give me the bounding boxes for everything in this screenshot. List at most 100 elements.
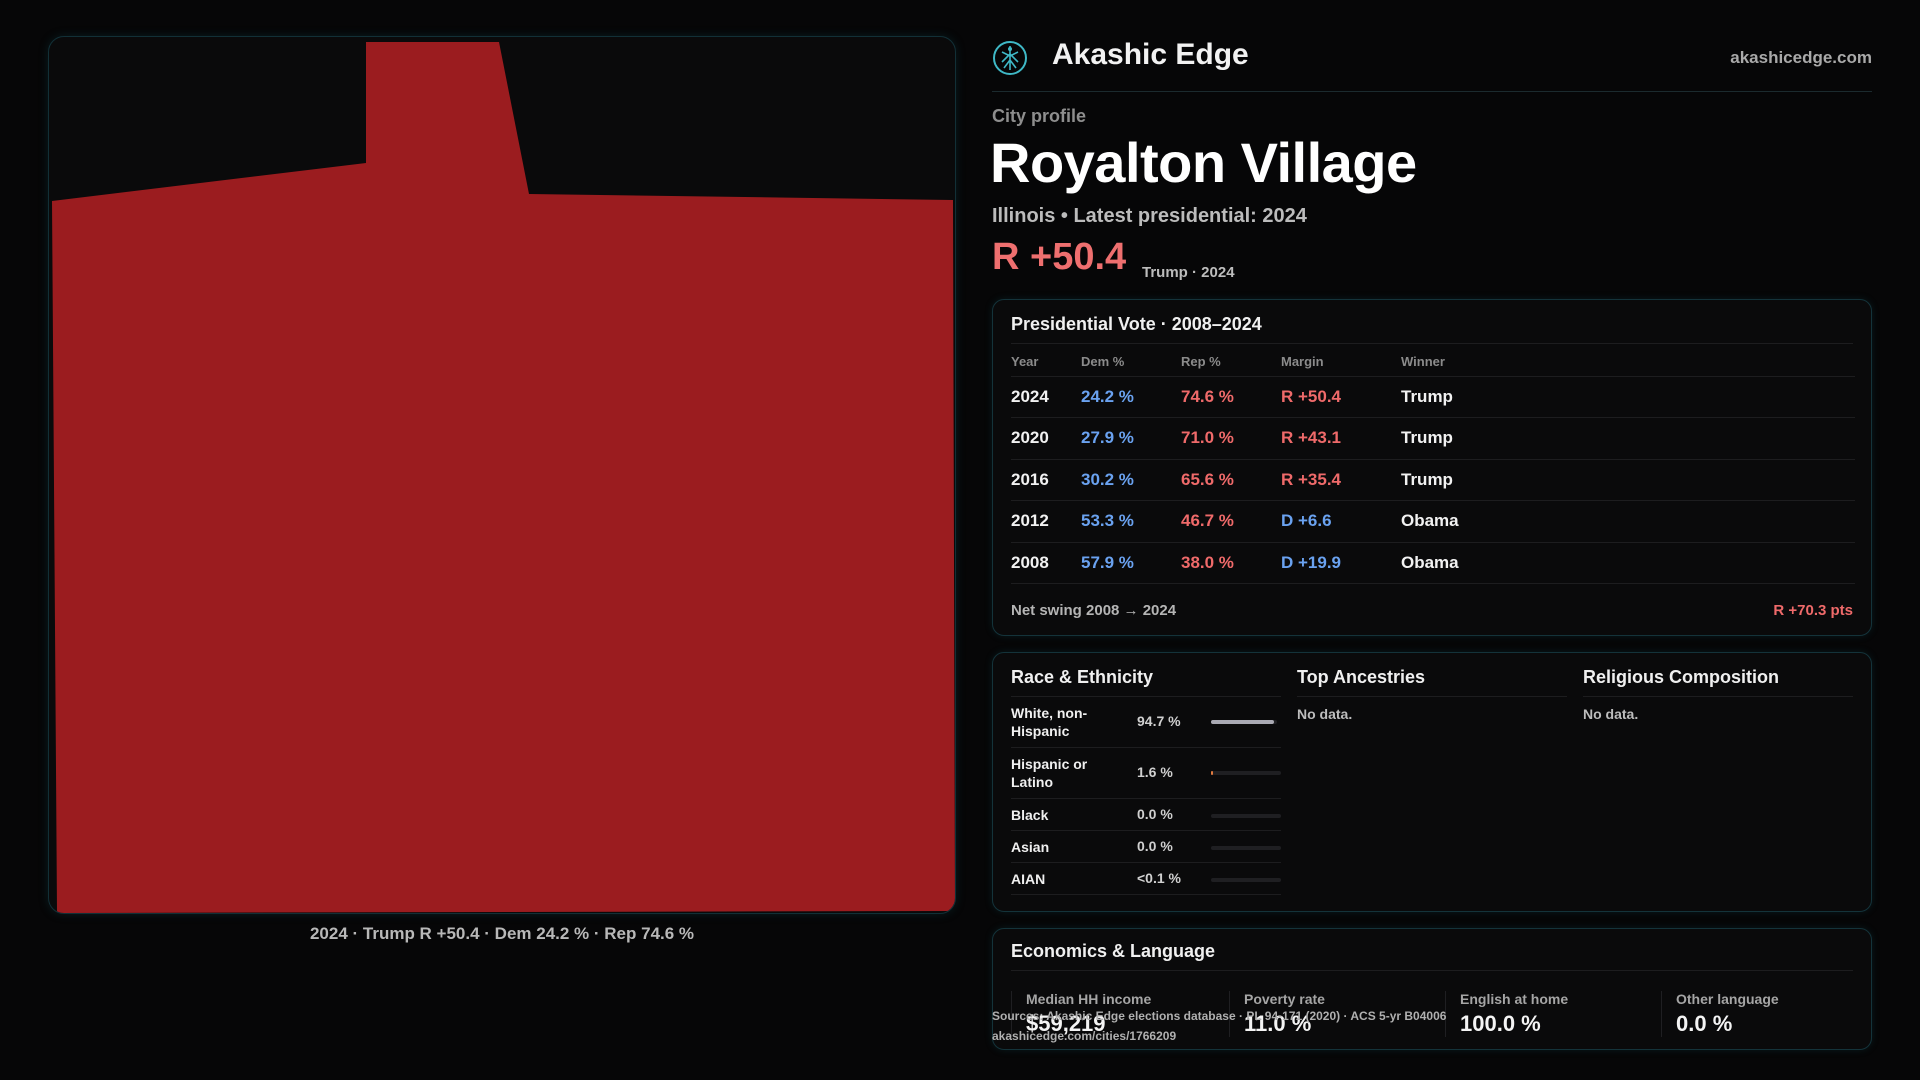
brand-url-link[interactable]: akashicedge.com (1730, 48, 1872, 67)
net-swing-label: Net swing 2008 → 2024 (1011, 602, 1177, 619)
table-row: 2016 30.2 % 65.6 % R +35.4 Trump (1011, 459, 1855, 501)
race-pct: 94.7 % (1137, 713, 1181, 729)
net-swing-value: R +70.3 pts (1773, 602, 1853, 619)
stat-value: 100.0 % (1460, 1011, 1541, 1036)
year-cell: 2016 (1011, 459, 1081, 501)
winner-cell: Obama (1401, 542, 1855, 584)
economics-card: Economics & Language Median HH income $5… (992, 928, 1872, 1050)
race-bar-track (1211, 720, 1277, 724)
page-eyebrow: City profile (992, 106, 1087, 126)
page-subtitle: Illinois • Latest presidential: 2024 (992, 205, 1307, 227)
presidential-vote-title: Presidential Vote · 2008–2024 (1011, 314, 1262, 334)
race-row: AIAN <0.1 % (1011, 863, 1281, 895)
margin-cell: R +50.4 (1281, 376, 1401, 418)
winner-cell: Trump (1401, 459, 1855, 501)
race-ethnicity-section: Race & Ethnicity White, non-Hispanic 94.… (1011, 667, 1281, 895)
stat-label: English at home (1460, 991, 1569, 1007)
rep-cell: 38.0 % (1181, 542, 1281, 584)
margin-cell: R +35.4 (1281, 459, 1401, 501)
map-caption: 2024 · Trump R +50.4 · Dem 24.2 % · Rep … (309, 924, 695, 943)
race-label: AIAN (1011, 871, 1046, 887)
religion-empty: No data. (1583, 706, 1639, 722)
rep-cell: 46.7 % (1181, 500, 1281, 543)
race-bar-track (1211, 878, 1281, 882)
race-pct: 1.6 % (1137, 764, 1173, 780)
winner-cell: Obama (1401, 500, 1855, 543)
table-row: 2008 57.9 % 38.0 % D +19.9 Obama (1011, 542, 1855, 584)
race-row: Hispanic or Latino 1.6 % (1011, 748, 1281, 799)
ancestries-section: Top Ancestries No data. (1297, 667, 1567, 722)
race-bar-track (1211, 771, 1281, 775)
stat-english-at-home: English at home 100.0 % (1445, 991, 1645, 1037)
dem-cell: 53.3 % (1081, 500, 1181, 543)
economics-title: Economics & Language (1011, 941, 1216, 961)
stat-value: 0.0 % (1676, 1011, 1733, 1036)
stat-label: Median HH income (1026, 991, 1152, 1007)
stat-poverty-rate: Poverty rate 11.0 % (1229, 991, 1429, 1037)
column-header-winner: Winner (1401, 348, 1855, 377)
table-row: 2012 53.3 % 46.7 % D +6.6 Obama (1011, 500, 1855, 543)
stat-label: Other language (1676, 991, 1779, 1007)
ancestries-empty: No data. (1297, 706, 1353, 722)
race-bar-track (1211, 814, 1281, 818)
table-row: 2024 24.2 % 74.6 % R +50.4 Trump (1011, 376, 1855, 418)
margin-cell: D +6.6 (1281, 500, 1401, 543)
year-cell: 2024 (1011, 376, 1081, 418)
headline-margin: R +50.4 (992, 236, 1127, 278)
stat-value: 11.0 % (1244, 1011, 1312, 1036)
stat-other-language: Other language 0.0 % (1661, 991, 1861, 1037)
presidential-vote-card: Presidential Vote · 2008–2024 Year Dem %… (992, 299, 1872, 636)
race-ethnicity-title: Race & Ethnicity (1011, 667, 1281, 697)
race-row: Black 0.0 % (1011, 799, 1281, 831)
winner-cell: Trump (1401, 376, 1855, 418)
stat-median-income: Median HH income $59,219 (1011, 991, 1211, 1037)
winner-cell: Trump (1401, 417, 1855, 460)
source-url-link[interactable]: akashicedge.com/cities/1766209 (992, 1029, 1177, 1043)
dem-cell: 30.2 % (1081, 459, 1181, 501)
race-pct: 0.0 % (1137, 838, 1173, 854)
brand-name: Akashic Edge (1052, 38, 1249, 71)
race-row: Asian 0.0 % (1011, 831, 1281, 863)
year-cell: 2020 (1011, 417, 1081, 460)
race-bar-fill (1211, 720, 1274, 724)
column-header-year: Year (1011, 348, 1081, 377)
year-cell: 2008 (1011, 542, 1081, 584)
dem-cell: 57.9 % (1081, 542, 1181, 584)
presidential-vote-table: Year Dem % Rep % Margin Winner 2024 24.2… (1011, 348, 1855, 584)
rep-cell: 71.0 % (1181, 417, 1281, 460)
column-header-rep: Rep % (1181, 348, 1281, 377)
city-boundary-shape (52, 42, 955, 913)
race-pct: <0.1 % (1137, 870, 1181, 886)
tree-of-life-icon (993, 41, 1027, 75)
margin-cell: R +43.1 (1281, 417, 1401, 460)
source-footer: Sources: Akashic Edge elections database… (992, 1006, 1446, 1046)
race-label: Hispanic or Latino (1011, 756, 1088, 790)
race-label: Black (1011, 807, 1049, 823)
stat-label: Poverty rate (1244, 991, 1325, 1007)
rep-cell: 65.6 % (1181, 459, 1281, 501)
headline-margin-note: Trump · 2024 (1142, 264, 1235, 281)
source-citation: Sources: Akashic Edge elections database… (992, 1009, 1447, 1023)
year-cell: 2012 (1011, 500, 1081, 543)
brand-bar: Akashic Edge akashicedge.com (992, 36, 1872, 92)
margin-cell: D +19.9 (1281, 542, 1401, 584)
city-boundary-map (52, 42, 955, 913)
page-title: Royalton Village (990, 131, 1417, 194)
race-bar-fill (1211, 771, 1213, 775)
race-row: White, non-Hispanic 94.7 % (1011, 697, 1281, 748)
dem-cell: 24.2 % (1081, 376, 1181, 418)
rep-cell: 74.6 % (1181, 376, 1281, 418)
race-label: Asian (1011, 839, 1050, 855)
column-header-dem: Dem % (1081, 348, 1181, 377)
dem-cell: 27.9 % (1081, 417, 1181, 460)
race-bar-track (1211, 846, 1281, 850)
demographics-card: Race & Ethnicity White, non-Hispanic 94.… (992, 652, 1872, 912)
column-header-margin: Margin (1281, 348, 1401, 377)
city-map-panel (48, 36, 956, 914)
stat-value: $59,219 (1026, 1011, 1106, 1036)
table-row: 2020 27.9 % 71.0 % R +43.1 Trump (1011, 417, 1855, 460)
divider (1011, 343, 1853, 344)
table-header-row: Year Dem % Rep % Margin Winner (1011, 348, 1855, 377)
religion-title: Religious Composition (1583, 667, 1853, 697)
religion-section: Religious Composition No data. (1583, 667, 1853, 722)
